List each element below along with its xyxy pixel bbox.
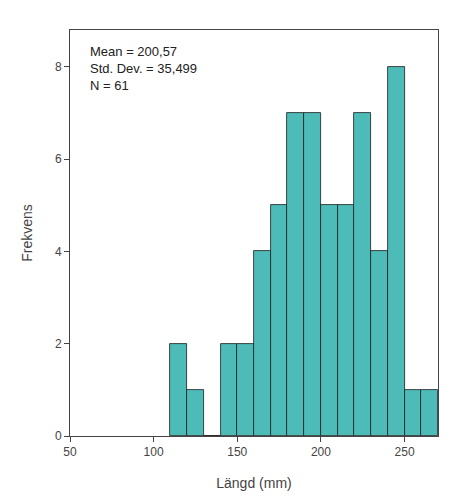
svg-text:50: 50 [63,445,77,459]
svg-text:150: 150 [227,445,247,459]
svg-text:Frekvens: Frekvens [19,204,35,262]
svg-text:250: 250 [395,445,415,459]
svg-text:4: 4 [55,245,62,259]
svg-text:8: 8 [55,60,62,74]
svg-text:Mean = 200,57Std. Dev. = 35,49: Mean = 200,57Std. Dev. = 35,499N = 61 [90,44,197,93]
svg-text:200: 200 [311,445,331,459]
svg-text:0: 0 [55,429,62,443]
svg-text:2: 2 [55,337,62,351]
svg-text:Längd (mm): Längd (mm) [216,475,291,491]
svg-text:100: 100 [144,445,164,459]
svg-text:6: 6 [55,152,62,166]
